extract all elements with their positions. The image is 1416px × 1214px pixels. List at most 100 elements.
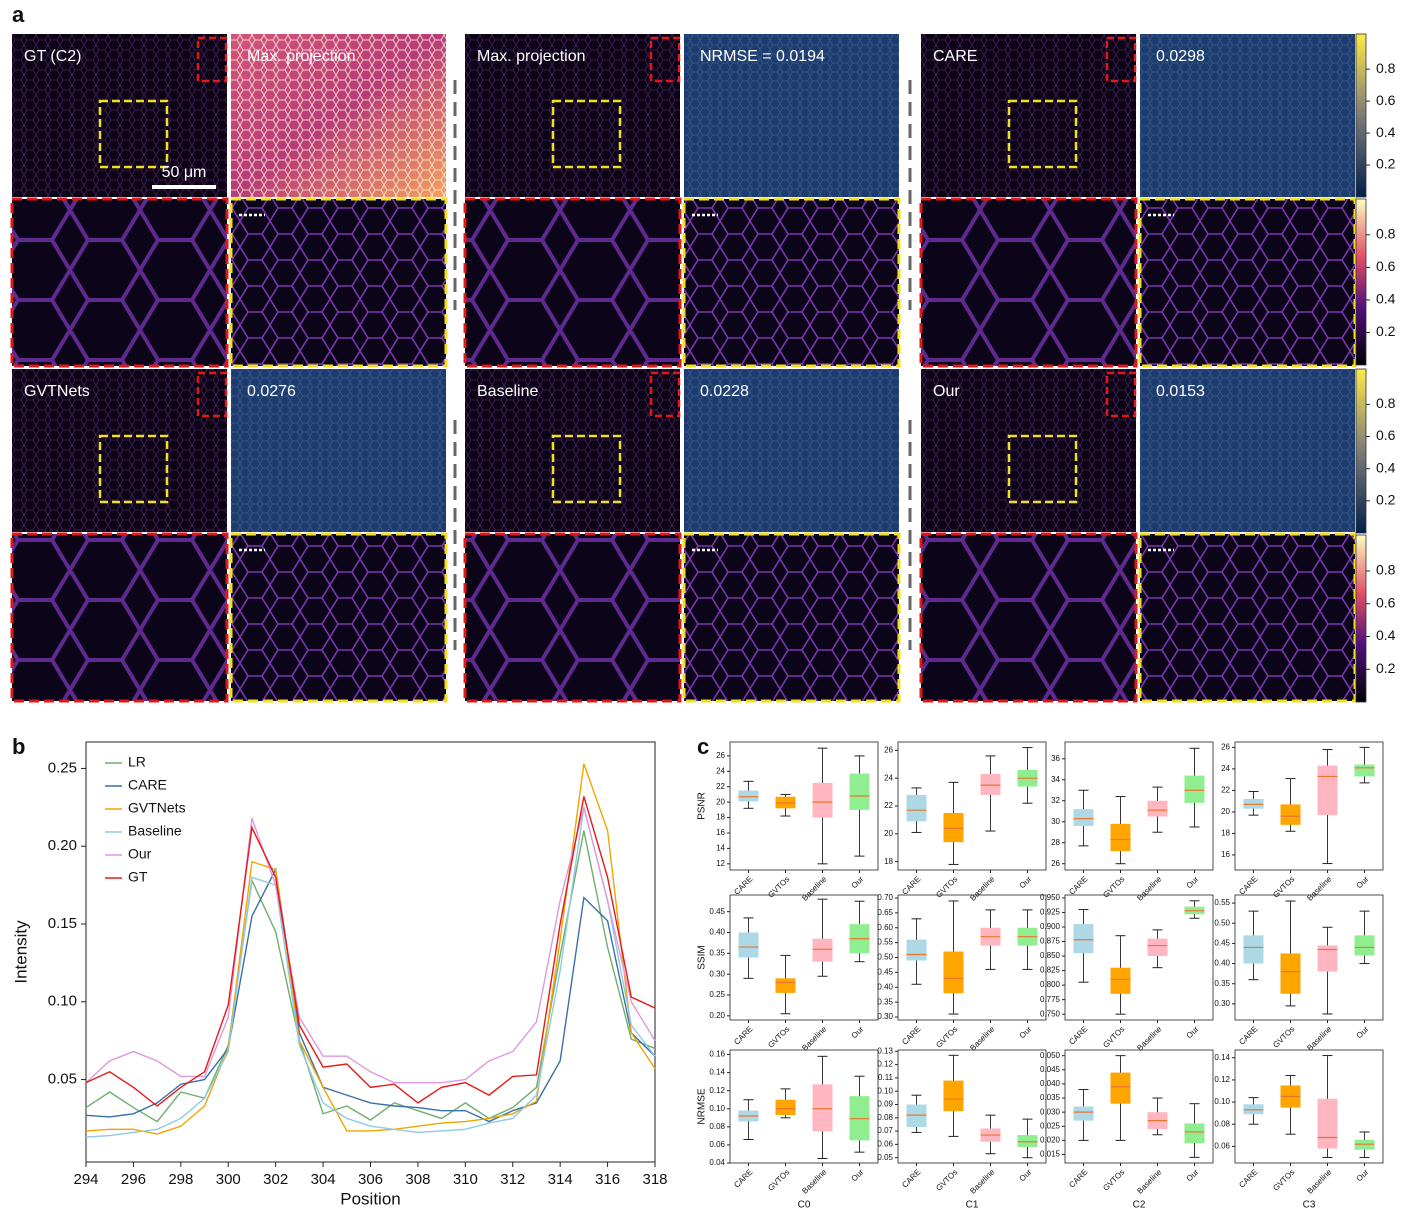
x-tick-label: Our	[1355, 1024, 1371, 1040]
y-tick-label: 0.07	[877, 1126, 893, 1135]
y-tick-label: 0.800	[1040, 980, 1061, 989]
y-tick-label: 0.08	[1214, 1119, 1230, 1128]
image-label: Baseline	[477, 383, 538, 400]
y-tick-label: 26	[1051, 859, 1060, 868]
box	[1318, 1099, 1338, 1149]
x-tick-label: Baseline	[1135, 874, 1163, 902]
y-tick-label: 0.11	[878, 1073, 894, 1082]
y-tick-label: 26	[716, 751, 725, 760]
x-tick-label: Our	[850, 1167, 866, 1183]
figure: 50 μmGT (C2)Max. projectionMax. projecti…	[0, 0, 1416, 1214]
y-tick-label: 0.06	[709, 1140, 725, 1149]
box	[907, 940, 927, 961]
x-tick-label: GVTOs	[934, 875, 959, 900]
y-tick-label: 16	[1221, 850, 1230, 859]
y-tick-label: 0.15	[48, 915, 77, 932]
box	[1185, 1123, 1205, 1143]
colorbar-tick-label: 0.8	[1376, 226, 1396, 242]
y-tick-label: 0.035	[1040, 1093, 1061, 1102]
x-tick-label: Baseline	[1305, 1167, 1333, 1195]
y-tick-label: 0.45	[1214, 938, 1230, 947]
y-tick-label: 0.750	[1040, 1009, 1061, 1018]
y-tick-label: 0.020	[1040, 1136, 1061, 1145]
legend-label: Our	[128, 846, 152, 862]
y-tick-label: 0.04	[709, 1158, 725, 1167]
y-tick-label: 18	[884, 857, 893, 866]
zoom-yellow	[684, 199, 899, 366]
y-tick-label: 0.55	[877, 938, 893, 947]
y-tick-label: 0.30	[877, 1012, 893, 1021]
x-tick-label: Baseline	[1135, 1024, 1163, 1052]
y-tick-label: 24	[884, 773, 893, 782]
y-tick-label: 0.09	[877, 1100, 893, 1109]
y-tick-label: 0.05	[48, 1071, 77, 1088]
x-tick-label: Our	[1185, 1167, 1201, 1183]
image-label: GVTNets	[24, 383, 90, 400]
y-tick-label: 0.850	[1040, 951, 1061, 960]
x-tick-label: Baseline	[1305, 1024, 1333, 1052]
x-axis-label: Position	[340, 1189, 400, 1208]
zoom-yellow	[1140, 534, 1355, 701]
colorbar-tick-label: 0.8	[1376, 60, 1396, 76]
colorbar-tick-label: 0.4	[1376, 627, 1396, 643]
y-tick-label: 0.045	[1040, 1065, 1061, 1074]
y-tick-label: 0.14	[709, 1068, 725, 1077]
legend-label: GT	[128, 869, 148, 885]
x-tick-label: Baseline	[1305, 874, 1333, 902]
x-tick-label: 300	[216, 1171, 241, 1188]
y-tick-label: 0.12	[877, 1060, 893, 1069]
y-axis-label: PSNR	[697, 792, 708, 820]
y-tick-label: 0.45	[877, 967, 893, 976]
box	[981, 774, 1001, 795]
zoom-yellow	[684, 534, 899, 701]
y-tick-label: 14	[716, 844, 725, 853]
colorbar-tick-label: 0.4	[1376, 124, 1396, 140]
x-tick-label: GVTOs	[766, 875, 791, 900]
y-tick-label: 24	[716, 766, 725, 775]
x-tick-label: 304	[311, 1171, 336, 1188]
image-label: NRMSE = 0.0194	[700, 48, 825, 65]
box	[1074, 809, 1094, 826]
x-tick-label: CARE	[1237, 1025, 1259, 1047]
y-tick-label: 32	[1051, 796, 1060, 805]
y-tick-label: 34	[1051, 775, 1060, 784]
legend-label: Baseline	[128, 823, 182, 839]
colorbar-tick-label: 0.4	[1376, 459, 1396, 475]
x-tick-label: 294	[73, 1171, 98, 1188]
x-tick-label: Baseline	[968, 874, 996, 902]
x-tick-label: CARE	[732, 1168, 754, 1190]
legend-label: GVTNets	[128, 800, 186, 816]
x-tick-label: 316	[595, 1171, 620, 1188]
y-tick-label: 36	[1051, 754, 1060, 763]
box	[944, 1081, 964, 1112]
colorbar	[1356, 34, 1366, 197]
box	[1111, 968, 1131, 994]
image-label: 0.0276	[247, 383, 296, 400]
series-line	[86, 764, 655, 1134]
x-tick-label: GVTOs	[934, 1168, 959, 1193]
x-tick-label: Our	[1355, 1167, 1371, 1183]
x-tick-label: CARE	[900, 1025, 922, 1047]
box	[739, 933, 759, 958]
colorbar-tick-label: 0.6	[1376, 92, 1396, 108]
y-tick-label: 0.40	[877, 982, 893, 991]
y-tick-label: 0.35	[1214, 979, 1230, 988]
x-tick-label: Baseline	[968, 1024, 996, 1052]
y-tick-label: 0.10	[709, 1104, 725, 1113]
box	[1111, 824, 1131, 851]
y-tick-label: 0.10	[48, 993, 77, 1010]
panel-label: b	[12, 734, 25, 759]
y-tick-label: 0.70	[877, 893, 893, 902]
x-tick-label: 296	[121, 1171, 146, 1188]
x-axis-label: C1	[966, 1200, 979, 1211]
y-tick-label: 0.40	[709, 928, 725, 937]
box	[850, 774, 870, 810]
y-tick-label: 0.50	[877, 953, 893, 962]
x-tick-label: 310	[453, 1171, 478, 1188]
y-tick-label: 0.06	[1214, 1141, 1230, 1150]
y-tick-label: 0.14	[1214, 1053, 1230, 1062]
x-tick-label: GVTOs	[1271, 1168, 1296, 1193]
y-tick-label: 0.60	[877, 923, 893, 932]
x-tick-label: 312	[500, 1171, 525, 1188]
y-tick-label: 22	[884, 801, 893, 810]
